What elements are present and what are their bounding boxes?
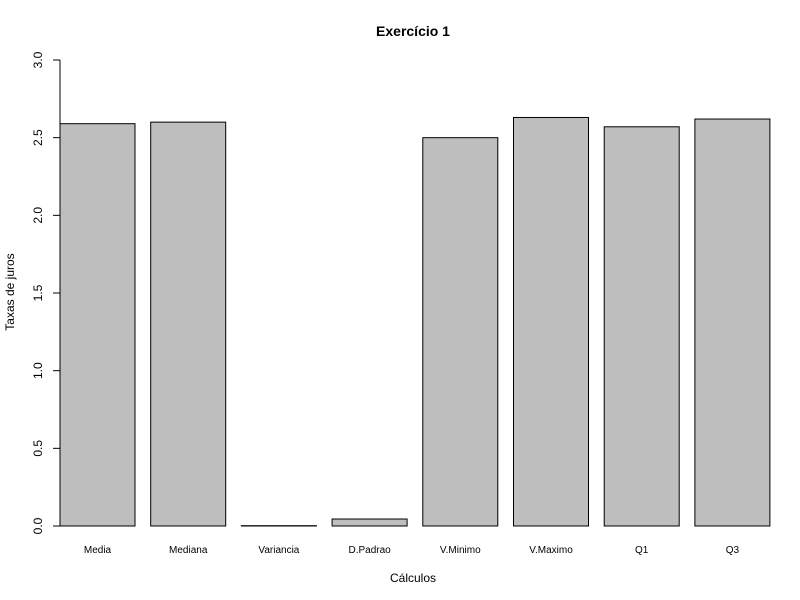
y-tick-label: 0.5 (31, 440, 45, 457)
category-label: V.Minimo (440, 545, 481, 556)
category-label: V.Maximo (529, 545, 573, 556)
category-label: Q1 (635, 545, 649, 556)
y-tick-label: 3.0 (31, 51, 45, 68)
category-labels: Media Mediana Variancia D.Padrao V.Minimo V.M… (84, 545, 740, 556)
bars-group (59, 116, 771, 527)
category-label: D.Padrao (348, 545, 391, 556)
bar-v-maximo (513, 116, 589, 527)
y-axis-ticks: 0.0 0.5 1.0 1.5 2.0 2.5 3.0 (31, 51, 60, 534)
bar-d-padrao (331, 518, 408, 527)
y-axis-label: Taxas de juros (3, 253, 17, 330)
bar-q3 (694, 118, 771, 527)
category-label: Variancia (258, 545, 299, 556)
category-label: Media (84, 545, 112, 556)
category-label: Mediana (169, 545, 208, 556)
bar-media (59, 123, 136, 527)
bar-q1 (603, 126, 680, 527)
x-axis-label: Cálculos (390, 571, 436, 585)
category-label: Q3 (726, 545, 740, 556)
y-tick-label: 1.0 (31, 362, 45, 379)
y-tick-label: 2.0 (31, 207, 45, 224)
bar-mediana (150, 121, 227, 527)
chart-title: Exercício 1 (376, 23, 450, 39)
y-tick-label: 0.0 (31, 517, 45, 534)
y-tick-label: 2.5 (31, 129, 45, 146)
bar-v-minimo (422, 137, 499, 527)
y-tick-label: 1.5 (31, 284, 45, 301)
